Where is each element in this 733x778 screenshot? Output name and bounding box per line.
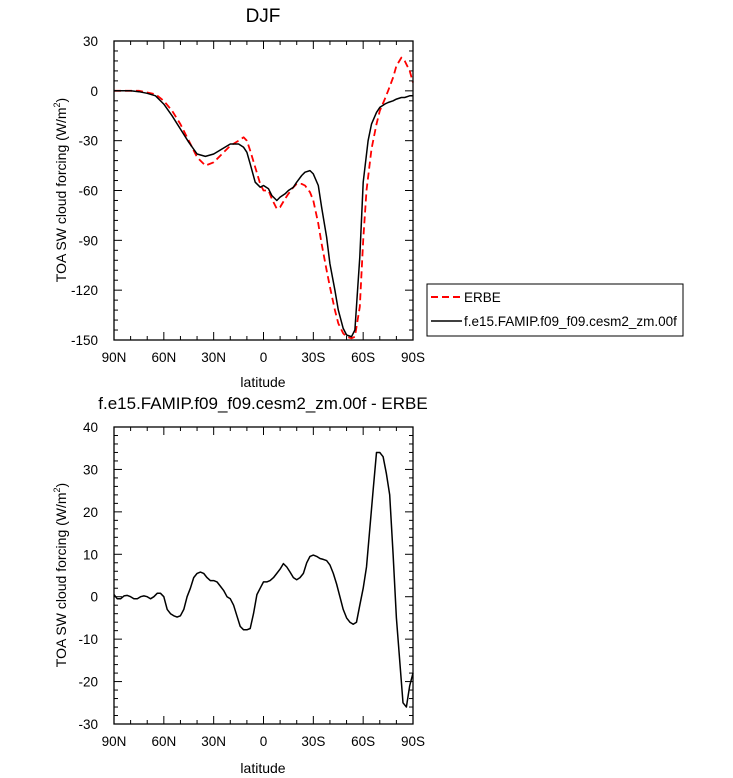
top-x-tick-label: 60S	[351, 350, 375, 365]
top-y-tick-label: -90	[78, 233, 98, 248]
top-x-tick-label: 30N	[201, 350, 226, 365]
top-chart-panel: DJF -150 -120 -90 -60 -30 0 30 90N 60N 30N 0 30S 60…	[52, 6, 425, 390]
top-x-tick-label: 90S	[401, 350, 425, 365]
bottom-y-tick-label: 30	[83, 462, 98, 477]
bottom-series-line-0	[113, 451, 414, 708]
bottom-y-axis-label-end: )	[53, 483, 69, 488]
bottom-chart-panel: f.e15.FAMIP.f09_f09.cesm2_zm.00f - ERBE …	[52, 394, 428, 776]
top-y-axis-label-main: TOA SW cloud forcing (W/m	[53, 107, 69, 282]
bottom-series-group	[113, 451, 414, 708]
bottom-x-tick-label: 60S	[351, 734, 375, 749]
top-plot-frame	[113, 40, 414, 341]
top-y-tick-label: -60	[78, 184, 98, 199]
bottom-y-tick-label: 10	[83, 547, 98, 562]
top-chart-title: DJF	[246, 6, 281, 27]
top-x-tick-labels: 90N 60N 30N 0 30S 60S 90S	[102, 350, 425, 365]
top-y-tick-label: 30	[83, 34, 98, 49]
top-y-axis-label: TOA SW cloud forcing (W/m2)	[52, 98, 69, 282]
top-y-tick-label: -30	[78, 134, 98, 149]
top-x-tick-label: 90N	[102, 350, 127, 365]
legend: ERBE f.e15.FAMIP.f09_f09.cesm2_zm.00f	[426, 283, 684, 337]
bottom-y-tick-labels: -30 -20 -10 0 10 20 30 40	[78, 420, 98, 732]
top-y-tick-label: 0	[90, 84, 98, 99]
top-y-axis-label-sup: 2	[52, 102, 62, 107]
top-x-tick-label: 60N	[151, 350, 176, 365]
top-y-axis-label-end: )	[53, 98, 69, 103]
top-y-tick-labels: -150 -120 -90 -60 -30 0 30	[71, 34, 98, 348]
top-series-line-1	[114, 90, 413, 338]
top-x-tick-label: 30S	[301, 350, 325, 365]
legend-label-erbe: ERBE	[464, 290, 501, 305]
top-y-tick-label: -120	[71, 283, 98, 298]
bottom-x-tick-label: 90S	[401, 734, 425, 749]
bottom-x-tick-label: 30S	[301, 734, 325, 749]
top-x-tick-label: 0	[260, 350, 268, 365]
bottom-x-tick-label: 0	[260, 734, 268, 749]
bottom-y-tick-label: 20	[83, 505, 98, 520]
bottom-axis-ticks	[113, 426, 414, 725]
bottom-y-tick-label: -10	[78, 632, 98, 647]
bottom-chart-title: f.e15.FAMIP.f09_f09.cesm2_zm.00f - ERBE	[98, 394, 427, 413]
bottom-y-tick-label: 0	[90, 590, 98, 605]
bottom-y-axis-label: TOA SW cloud forcing (W/m2)	[52, 483, 69, 667]
bottom-y-tick-label: -30	[78, 717, 98, 732]
legend-box	[426, 283, 684, 337]
bottom-y-axis-label-main: TOA SW cloud forcing (W/m	[53, 492, 69, 667]
bottom-x-tick-labels: 90N 60N 30N 0 30S 60S 90S	[102, 734, 425, 749]
bottom-y-axis-label-sup: 2	[52, 487, 62, 492]
bottom-plot-frame	[113, 426, 414, 725]
top-x-axis-label: latitude	[240, 374, 285, 390]
top-y-tick-label: -150	[71, 333, 98, 348]
bottom-y-tick-label: 40	[83, 420, 98, 435]
top-series-group	[114, 56, 414, 340]
bottom-x-axis-label: latitude	[240, 760, 285, 776]
bottom-y-tick-label: -20	[78, 675, 98, 690]
legend-label-cesm2: f.e15.FAMIP.f09_f09.cesm2_zm.00f	[464, 314, 677, 329]
bottom-x-tick-label: 60N	[151, 734, 176, 749]
bottom-x-tick-label: 90N	[102, 734, 127, 749]
bottom-x-tick-label: 30N	[201, 734, 226, 749]
